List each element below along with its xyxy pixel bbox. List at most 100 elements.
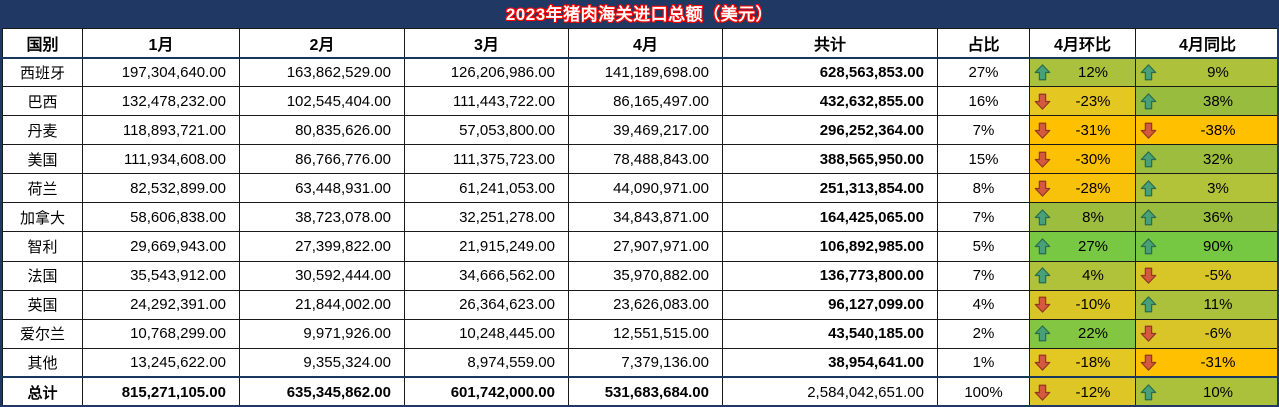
yoy-cell: 36%	[1135, 202, 1277, 233]
share-value-cell: 7%	[937, 260, 1030, 291]
apr-value-cell: 12,551,515.00	[568, 318, 723, 349]
jan-value-cell: 111,934,608.00	[82, 144, 240, 175]
apr-value-cell: 39,469,217.00	[568, 115, 723, 146]
mar-value-cell: 21,915,249.00	[404, 231, 569, 262]
mar-value-cell: 601,742,000.00	[404, 376, 569, 405]
mom-cell: 12%	[1029, 56, 1136, 88]
mom-value: -12%	[1075, 383, 1111, 401]
table-row: 英国 24,292,391.00 21,844,002.00 26,364,623.0…	[2, 289, 1277, 320]
table-row: 智利 29,669,943.00 27,399,822.00 21,915,249.0…	[2, 231, 1277, 262]
mar-value-cell: 111,443,722.00	[404, 86, 569, 117]
up-arrow-icon	[1034, 325, 1051, 342]
apr-value-cell: 78,488,843.00	[568, 144, 723, 175]
mar-value-cell: 34,666,562.00	[404, 260, 569, 291]
mom-value: -31%	[1075, 121, 1111, 139]
table-row: 其他 13,245,622.00 9,355,324.00 8,974,559.00 7…	[2, 347, 1277, 378]
up-arrow-icon	[1140, 209, 1157, 226]
yoy-value: 11%	[1203, 296, 1233, 314]
mom-value: -23%	[1075, 92, 1111, 110]
feb-value-cell: 9,971,926.00	[239, 318, 405, 349]
down-arrow-icon	[1034, 122, 1051, 139]
yoy-cell: 9%	[1135, 56, 1277, 88]
share-value-cell: 16%	[937, 86, 1030, 117]
down-arrow-icon	[1034, 180, 1051, 197]
mom-cell: 8%	[1029, 202, 1136, 233]
col-header-apr: 4月	[568, 28, 723, 59]
mom-cell: 4%	[1029, 260, 1136, 291]
up-arrow-icon	[1034, 267, 1051, 284]
table-row: 美国 111,934,608.00 86,766,776.00 111,375,723…	[2, 144, 1277, 175]
country-cell: 爱尔兰	[2, 318, 83, 349]
share-value-cell: 5%	[937, 231, 1030, 262]
feb-value-cell: 38,723,078.00	[239, 202, 405, 233]
page-title: 2023年猪肉海关进口总额（美元）	[2, 2, 1277, 28]
country-cell: 总计	[2, 376, 83, 405]
down-arrow-icon	[1034, 296, 1051, 313]
share-value-cell: 8%	[937, 173, 1030, 204]
mom-value: -28%	[1075, 179, 1111, 197]
mom-value: -30%	[1075, 150, 1111, 168]
feb-value-cell: 635,345,862.00	[239, 376, 405, 405]
mar-value-cell: 10,248,445.00	[404, 318, 569, 349]
table-row: 巴西 132,478,232.00 102,545,404.00 111,443,72…	[2, 86, 1277, 117]
mom-value: 8%	[1082, 208, 1104, 226]
yoy-cell: -31%	[1135, 347, 1277, 378]
yoy-cell: 38%	[1135, 86, 1277, 117]
down-arrow-icon	[1034, 384, 1051, 401]
feb-value-cell: 27,399,822.00	[239, 231, 405, 262]
feb-value-cell: 63,448,931.00	[239, 173, 405, 204]
mar-value-cell: 32,251,278.00	[404, 202, 569, 233]
mom-value: 22%	[1077, 325, 1109, 343]
total-value-cell: 136,773,800.00	[722, 260, 938, 291]
apr-value-cell: 35,970,882.00	[568, 260, 723, 291]
total-value-cell: 38,954,641.00	[722, 347, 938, 378]
table-row: 法国 35,543,912.00 30,592,444.00 34,666,562.0…	[2, 260, 1277, 291]
col-header-mom: 4月环比	[1029, 28, 1136, 59]
mom-cell: -12%	[1029, 376, 1136, 405]
total-value-cell: 106,892,985.00	[722, 231, 938, 262]
yoy-value: -6%	[1204, 325, 1232, 343]
country-cell: 法国	[2, 260, 83, 291]
jan-value-cell: 10,768,299.00	[82, 318, 240, 349]
total-value-cell: 43,540,185.00	[722, 318, 938, 349]
mom-cell: 27%	[1029, 231, 1136, 262]
up-arrow-icon	[1140, 64, 1157, 81]
mom-value: 12%	[1077, 63, 1109, 81]
jan-value-cell: 13,245,622.00	[82, 347, 240, 378]
mom-cell: -18%	[1029, 347, 1136, 378]
table-row: 荷兰 82,532,899.00 63,448,931.00 61,241,053.0…	[2, 173, 1277, 204]
apr-value-cell: 34,843,871.00	[568, 202, 723, 233]
total-value-cell: 96,127,099.00	[722, 289, 938, 320]
country-cell: 丹麦	[2, 115, 83, 146]
jan-value-cell: 197,304,640.00	[82, 56, 240, 88]
yoy-value: 10%	[1202, 383, 1234, 401]
col-header-jan: 1月	[82, 28, 240, 59]
yoy-value: 3%	[1207, 179, 1229, 197]
up-arrow-icon	[1034, 238, 1051, 255]
yoy-cell: -6%	[1135, 318, 1277, 349]
mar-value-cell: 8,974,559.00	[404, 347, 569, 378]
country-cell: 其他	[2, 347, 83, 378]
share-value-cell: 7%	[937, 202, 1030, 233]
mom-value: -18%	[1075, 354, 1111, 372]
table-row: 加拿大 58,606,838.00 38,723,078.00 32,251,278.…	[2, 202, 1277, 233]
down-arrow-icon	[1140, 325, 1157, 342]
feb-value-cell: 163,862,529.00	[239, 56, 405, 88]
up-arrow-icon	[1034, 64, 1051, 81]
mom-cell: -28%	[1029, 173, 1136, 204]
mom-value: 4%	[1082, 267, 1104, 285]
col-header-mar: 3月	[404, 28, 569, 59]
grand-total-row: 总计 815,271,105.00 635,345,862.00 601,742,00…	[2, 376, 1277, 405]
data-table: 国别 1月 2月 3月 4月 共计 占比 4月环比 4月同比 西班牙 197,30…	[2, 28, 1277, 405]
share-value-cell: 27%	[937, 56, 1030, 88]
mar-value-cell: 57,053,800.00	[404, 115, 569, 146]
country-cell: 智利	[2, 231, 83, 262]
down-arrow-icon	[1034, 151, 1051, 168]
mar-value-cell: 111,375,723.00	[404, 144, 569, 175]
yoy-cell: -5%	[1135, 260, 1277, 291]
up-arrow-icon	[1140, 92, 1157, 110]
share-value-cell: 1%	[937, 347, 1030, 378]
apr-value-cell: 27,907,971.00	[568, 231, 723, 262]
up-arrow-icon	[1140, 296, 1157, 313]
